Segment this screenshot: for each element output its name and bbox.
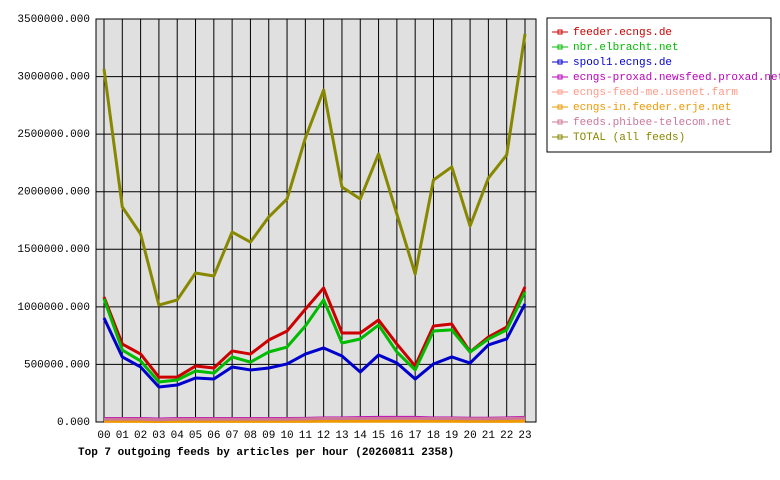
- legend-label: ecngs-proxad.newsfeed.proxad.net: [573, 72, 780, 84]
- x-tick-label: 16: [390, 430, 403, 442]
- series-line: [104, 416, 526, 422]
- x-tick-label: 19: [445, 430, 458, 442]
- x-tick-label: 05: [189, 430, 202, 442]
- x-tick-label: 12: [317, 430, 330, 442]
- x-tick-label: 08: [244, 430, 257, 442]
- x-tick-label: 23: [518, 430, 531, 442]
- y-tick-label: 3000000.000: [17, 71, 90, 83]
- x-tick-label: 13: [335, 430, 348, 442]
- x-tick-label: 21: [482, 430, 496, 442]
- x-tick-label: 15: [372, 430, 385, 442]
- legend-label: ecngs-feed-me.usenet.farm: [573, 87, 738, 99]
- y-tick-label: 1500000.000: [17, 244, 90, 256]
- legend-label: ecngs-in.feeder.erje.net: [573, 102, 731, 114]
- legend-marker: [557, 74, 563, 80]
- x-tick-label: 10: [280, 430, 293, 442]
- x-tick-label: 17: [409, 430, 422, 442]
- y-tick-label: 2500000.000: [17, 129, 90, 141]
- x-tick-label: 14: [354, 430, 368, 442]
- x-tick-label: 09: [262, 430, 275, 442]
- x-tick-label: 18: [427, 430, 440, 442]
- legend-marker: [557, 29, 563, 35]
- series-line: [102, 303, 527, 389]
- legend-label: spool1.ecngs.de: [573, 57, 672, 69]
- legend-marker: [557, 134, 563, 140]
- x-tick-label: 06: [207, 430, 220, 442]
- plot-area: [95, 18, 537, 423]
- legend-label: feeder.ecngs.de: [573, 27, 672, 39]
- chart-title: Top 7 outgoing feeds by articles per hou…: [78, 447, 454, 459]
- x-tick-label: 04: [171, 430, 185, 442]
- y-tick-label: 0.000: [57, 417, 90, 429]
- legend: [546, 17, 772, 153]
- y-tick-label: 1000000.000: [17, 302, 90, 314]
- y-tick-label: 2000000.000: [17, 187, 90, 199]
- y-tick-label: 500000.000: [24, 359, 90, 371]
- x-tick-label: 03: [152, 430, 165, 442]
- x-tick-label: 01: [116, 430, 130, 442]
- x-tick-label: 07: [226, 430, 239, 442]
- x-tick-label: 11: [299, 430, 313, 442]
- legend-marker: [557, 44, 563, 50]
- x-tick-label: 00: [97, 430, 110, 442]
- series-line: [102, 286, 527, 379]
- legend-label: nbr.elbracht.net: [573, 42, 679, 54]
- series-line: [102, 33, 527, 307]
- series-line: [102, 291, 527, 384]
- legend-marker: [557, 59, 563, 65]
- y-tick-label: 3500000.000: [17, 14, 90, 26]
- x-tick-label: 22: [500, 430, 513, 442]
- legend-marker: [557, 119, 563, 125]
- legend-marker: [557, 104, 563, 110]
- legend-label: TOTAL (all feeds): [573, 132, 685, 144]
- x-tick-label: 02: [134, 430, 147, 442]
- x-tick-label: 20: [463, 430, 476, 442]
- legend-marker: [557, 89, 563, 95]
- legend-label: feeds.phibee-telecom.net: [573, 117, 731, 129]
